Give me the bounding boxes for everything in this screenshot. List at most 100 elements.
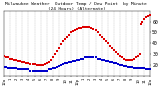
Point: [25, 62, 28, 64]
Point: [56, 50, 58, 52]
Point: [115, 51, 117, 53]
Point: [96, 58, 99, 59]
Point: [31, 63, 34, 65]
Point: [117, 63, 119, 65]
Point: [72, 60, 74, 61]
Point: [127, 59, 129, 60]
Point: [98, 34, 101, 35]
Point: [52, 57, 54, 58]
Point: [100, 36, 103, 37]
Point: [27, 69, 30, 70]
Point: [54, 68, 56, 69]
Point: [112, 49, 115, 51]
Point: [123, 66, 125, 67]
Point: [129, 67, 131, 68]
Point: [106, 60, 109, 61]
Point: [39, 70, 42, 71]
Point: [96, 32, 99, 33]
Point: [131, 59, 133, 60]
Point: [35, 64, 38, 66]
Point: [111, 47, 113, 48]
Point: [19, 60, 22, 61]
Point: [125, 66, 127, 67]
Point: [143, 19, 146, 20]
Point: [115, 62, 117, 64]
Point: [68, 61, 70, 63]
Point: [121, 57, 123, 58]
Point: [11, 68, 13, 69]
Point: [11, 58, 13, 59]
Point: [25, 69, 28, 70]
Point: [82, 26, 85, 28]
Point: [72, 31, 74, 32]
Point: [131, 67, 133, 68]
Point: [66, 36, 68, 37]
Point: [33, 63, 36, 65]
Point: [17, 69, 20, 70]
Point: [70, 32, 72, 33]
Point: [112, 62, 115, 64]
Point: [62, 63, 64, 65]
Point: [84, 26, 87, 28]
Point: [21, 61, 24, 63]
Point: [3, 56, 5, 57]
Point: [27, 62, 30, 64]
Point: [74, 30, 76, 31]
Point: [50, 59, 52, 60]
Point: [145, 69, 148, 70]
Point: [98, 58, 101, 59]
Point: [90, 57, 93, 58]
Point: [7, 57, 9, 58]
Point: [58, 66, 60, 67]
Point: [45, 62, 48, 64]
Point: [9, 68, 12, 69]
Point: [76, 28, 79, 30]
Point: [139, 54, 141, 55]
Point: [43, 63, 46, 65]
Point: [129, 59, 131, 60]
Point: [139, 68, 141, 69]
Point: [9, 58, 12, 59]
Point: [7, 68, 9, 69]
Point: [5, 67, 7, 68]
Point: [74, 60, 76, 61]
Point: [140, 23, 143, 24]
Point: [66, 62, 68, 64]
Point: [100, 59, 103, 60]
Point: [102, 59, 105, 60]
Point: [19, 69, 22, 70]
Point: [78, 27, 80, 29]
Point: [86, 26, 89, 28]
Point: [60, 44, 62, 45]
Point: [149, 69, 152, 70]
Point: [137, 68, 140, 69]
Point: [125, 59, 127, 60]
Point: [111, 61, 113, 63]
Point: [84, 57, 87, 58]
Point: [94, 30, 97, 31]
Point: [15, 68, 18, 69]
Point: [104, 60, 107, 61]
Point: [21, 69, 24, 70]
Point: [88, 57, 91, 58]
Point: [29, 63, 32, 65]
Point: [137, 56, 140, 57]
Point: [41, 64, 44, 66]
Point: [13, 68, 16, 69]
Point: [80, 27, 83, 29]
Point: [45, 70, 48, 71]
Point: [41, 70, 44, 71]
Point: [92, 28, 95, 30]
Point: [133, 68, 135, 69]
Point: [56, 67, 58, 68]
Point: [102, 38, 105, 40]
Point: [29, 70, 32, 71]
Point: [48, 69, 50, 70]
Point: [94, 57, 97, 58]
Point: [39, 64, 42, 66]
Point: [143, 68, 146, 69]
Point: [149, 14, 152, 16]
Point: [90, 27, 93, 29]
Point: [60, 64, 62, 66]
Point: [106, 43, 109, 44]
